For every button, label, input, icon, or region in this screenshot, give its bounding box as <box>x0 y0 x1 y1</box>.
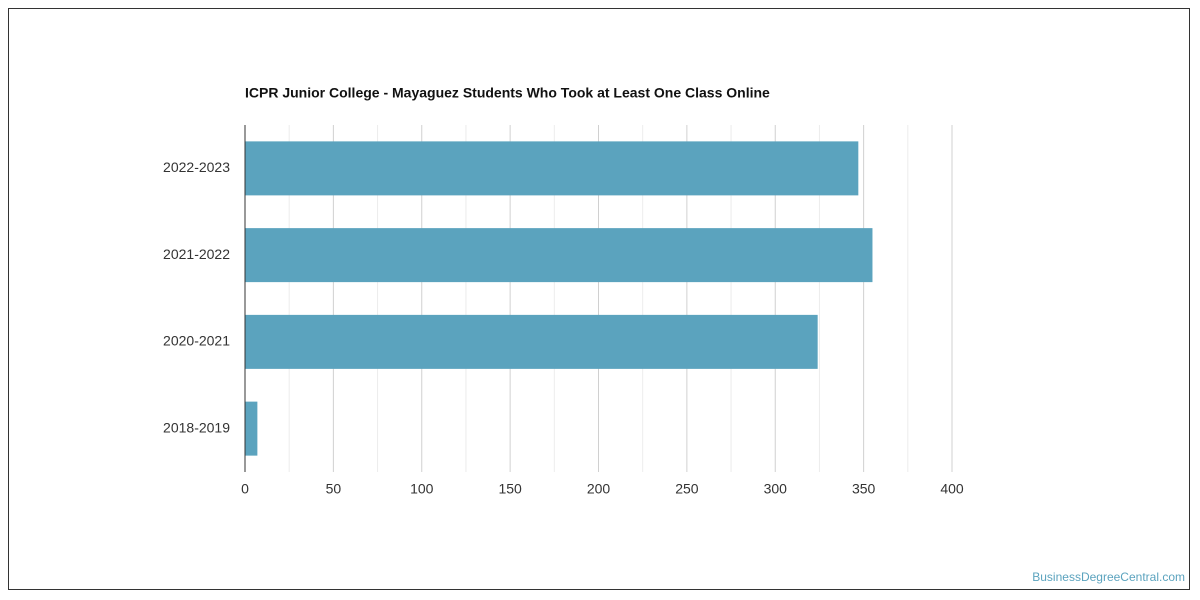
chart-title: ICPR Junior College - Mayaguez Students … <box>245 85 770 101</box>
x-tick-label: 200 <box>587 481 611 497</box>
y-tick-label: 2018-2019 <box>163 419 230 435</box>
bar <box>245 401 258 456</box>
x-tick-label: 0 <box>241 481 249 497</box>
bar <box>245 228 873 283</box>
x-tick-label: 350 <box>852 481 876 497</box>
x-tick-label: 100 <box>410 481 434 497</box>
x-tick-label: 250 <box>675 481 699 497</box>
x-tick-label: 150 <box>498 481 522 497</box>
source: BusinessDegreeCentral.com <box>1032 570 1185 584</box>
bar <box>245 141 859 196</box>
x-tick-label: 400 <box>940 481 964 497</box>
x-tick-label: 50 <box>326 481 342 497</box>
x-tick-label: 300 <box>764 481 788 497</box>
bar <box>245 314 818 369</box>
y-tick-label: 2020-2021 <box>163 333 230 349</box>
y-tick-label: 2022-2023 <box>163 159 230 175</box>
y-tick-label: 2021-2022 <box>163 246 230 262</box>
